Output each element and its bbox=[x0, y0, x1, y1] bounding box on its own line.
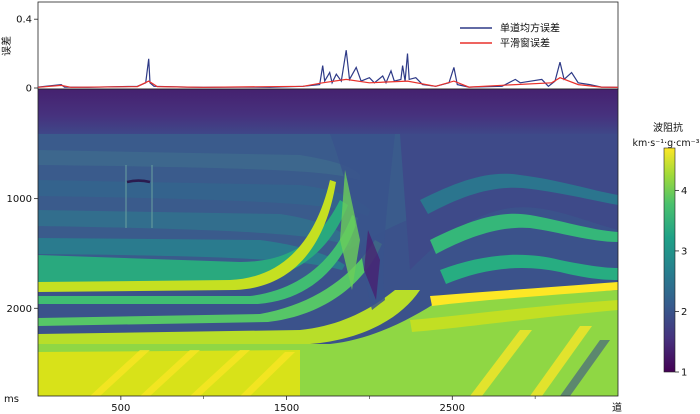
top-ytick-label-0: 0.4 bbox=[16, 15, 32, 26]
legend-label-1: 平滑窗误差 bbox=[500, 37, 550, 50]
ytick-label-0: 1000 bbox=[7, 194, 32, 205]
xtick-label-0: 500 bbox=[111, 403, 130, 414]
xtick-label-2: 2500 bbox=[440, 403, 465, 414]
cbar-tick-label-3: 4 bbox=[681, 186, 687, 197]
impedance-section-heatmap: 500 1500 2500 1000 2000 道 ms bbox=[4, 88, 622, 414]
colorbar-title: 波阻抗 bbox=[653, 121, 683, 134]
heatmap-image bbox=[38, 89, 618, 396]
y-axis-ticks: 1000 2000 bbox=[7, 194, 38, 315]
colorbar: 波阻抗 km·s⁻¹·g·cm⁻³ 1 2 3 4 bbox=[633, 121, 700, 379]
cbar-tick-label-2: 3 bbox=[681, 246, 687, 257]
xtick-label-1: 1500 bbox=[274, 403, 299, 414]
heatmap-frame bbox=[37, 88, 619, 397]
top-y-axis-label: 误差 bbox=[0, 36, 13, 56]
series-line-1 bbox=[37, 77, 619, 88]
x-axis-ticks: 500 1500 2500 bbox=[111, 396, 536, 414]
ytick-label-1: 2000 bbox=[7, 304, 32, 315]
cbar-tick-label-0: 1 bbox=[681, 368, 687, 379]
legend-label-0: 单道均方误差 bbox=[500, 22, 560, 35]
y-axis-label: ms bbox=[4, 394, 19, 405]
top-series-group bbox=[37, 50, 619, 88]
top-y-ticks: 0.40 bbox=[16, 15, 38, 95]
colorbar-ticks: 1 2 3 4 bbox=[675, 186, 687, 379]
top-ytick-label-1: 0 bbox=[26, 84, 32, 95]
colorbar-unit: km·s⁻¹·g·cm⁻³ bbox=[633, 138, 700, 149]
colorbar-gradient bbox=[663, 147, 676, 373]
x-axis-label: 道 bbox=[612, 401, 622, 414]
cbar-tick-label-1: 2 bbox=[681, 307, 687, 318]
